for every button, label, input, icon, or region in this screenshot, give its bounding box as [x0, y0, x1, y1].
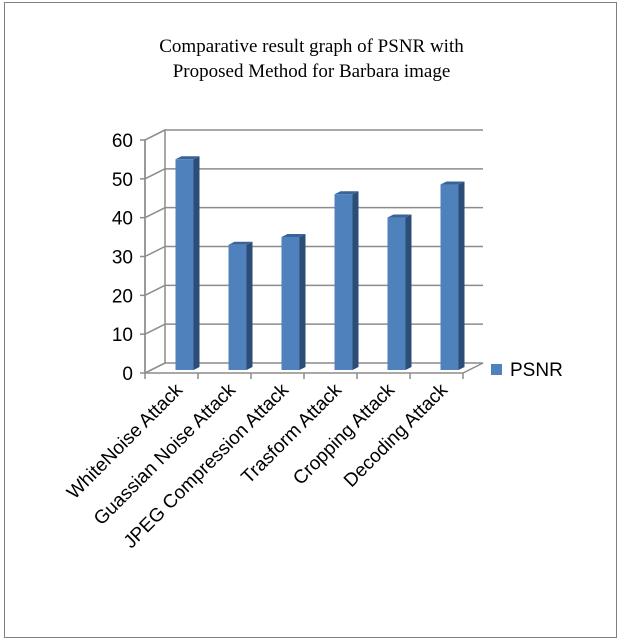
bar-top [175, 156, 200, 160]
bar [281, 233, 306, 370]
y-tick-labels: 0 10 20 30 40 50 60 [112, 131, 133, 385]
bar-top [440, 181, 465, 185]
chart-frame [4, 2, 617, 638]
bar-front [175, 159, 194, 370]
bar-top [334, 191, 359, 195]
legend: PSNR [491, 360, 563, 381]
bar-front [334, 194, 353, 370]
legend-label-psnr: PSNR [510, 360, 563, 381]
legend-swatch-psnr [491, 364, 502, 375]
bar-side [405, 214, 412, 370]
y-tick-label: 10 [112, 325, 133, 346]
bar [175, 156, 200, 370]
bar-side [193, 156, 200, 370]
gridline-depth [144, 245, 166, 258]
chart-title-line-1: Comparative result graph of PSNR with [159, 36, 464, 57]
bar [440, 181, 465, 370]
bar-top [281, 233, 306, 237]
chart-title: Comparative result graph of PSNR with Pr… [0, 34, 623, 84]
bar-front [440, 184, 459, 370]
y-tick-label: 30 [112, 248, 133, 269]
gridline-depth [144, 206, 166, 219]
bar [228, 241, 253, 370]
bar-side [352, 191, 359, 370]
gridline-depth [144, 323, 166, 335]
y-tick-label: 40 [112, 209, 133, 230]
bar-side [458, 181, 465, 370]
y-tick-label: 0 [122, 364, 133, 385]
gridline-depth [144, 168, 166, 180]
y-tick-label: 50 [112, 170, 133, 191]
bar-front [387, 217, 406, 370]
bar-side [299, 233, 306, 370]
bar-top [387, 214, 412, 218]
chart-title-line-2: Proposed Method for Barbara image [172, 61, 451, 82]
gridline-depth [144, 129, 166, 141]
bar-front [228, 244, 247, 370]
bar [334, 191, 359, 370]
gridline-depth [144, 284, 166, 297]
axes [140, 139, 464, 379]
bar-front [281, 236, 300, 370]
bar-side [246, 241, 253, 370]
bar [387, 214, 412, 370]
gridlines [144, 129, 483, 335]
y-tick-label: 20 [112, 286, 133, 307]
bar-top [228, 241, 253, 245]
bars [175, 156, 465, 370]
y-tick-label: 60 [112, 131, 133, 152]
